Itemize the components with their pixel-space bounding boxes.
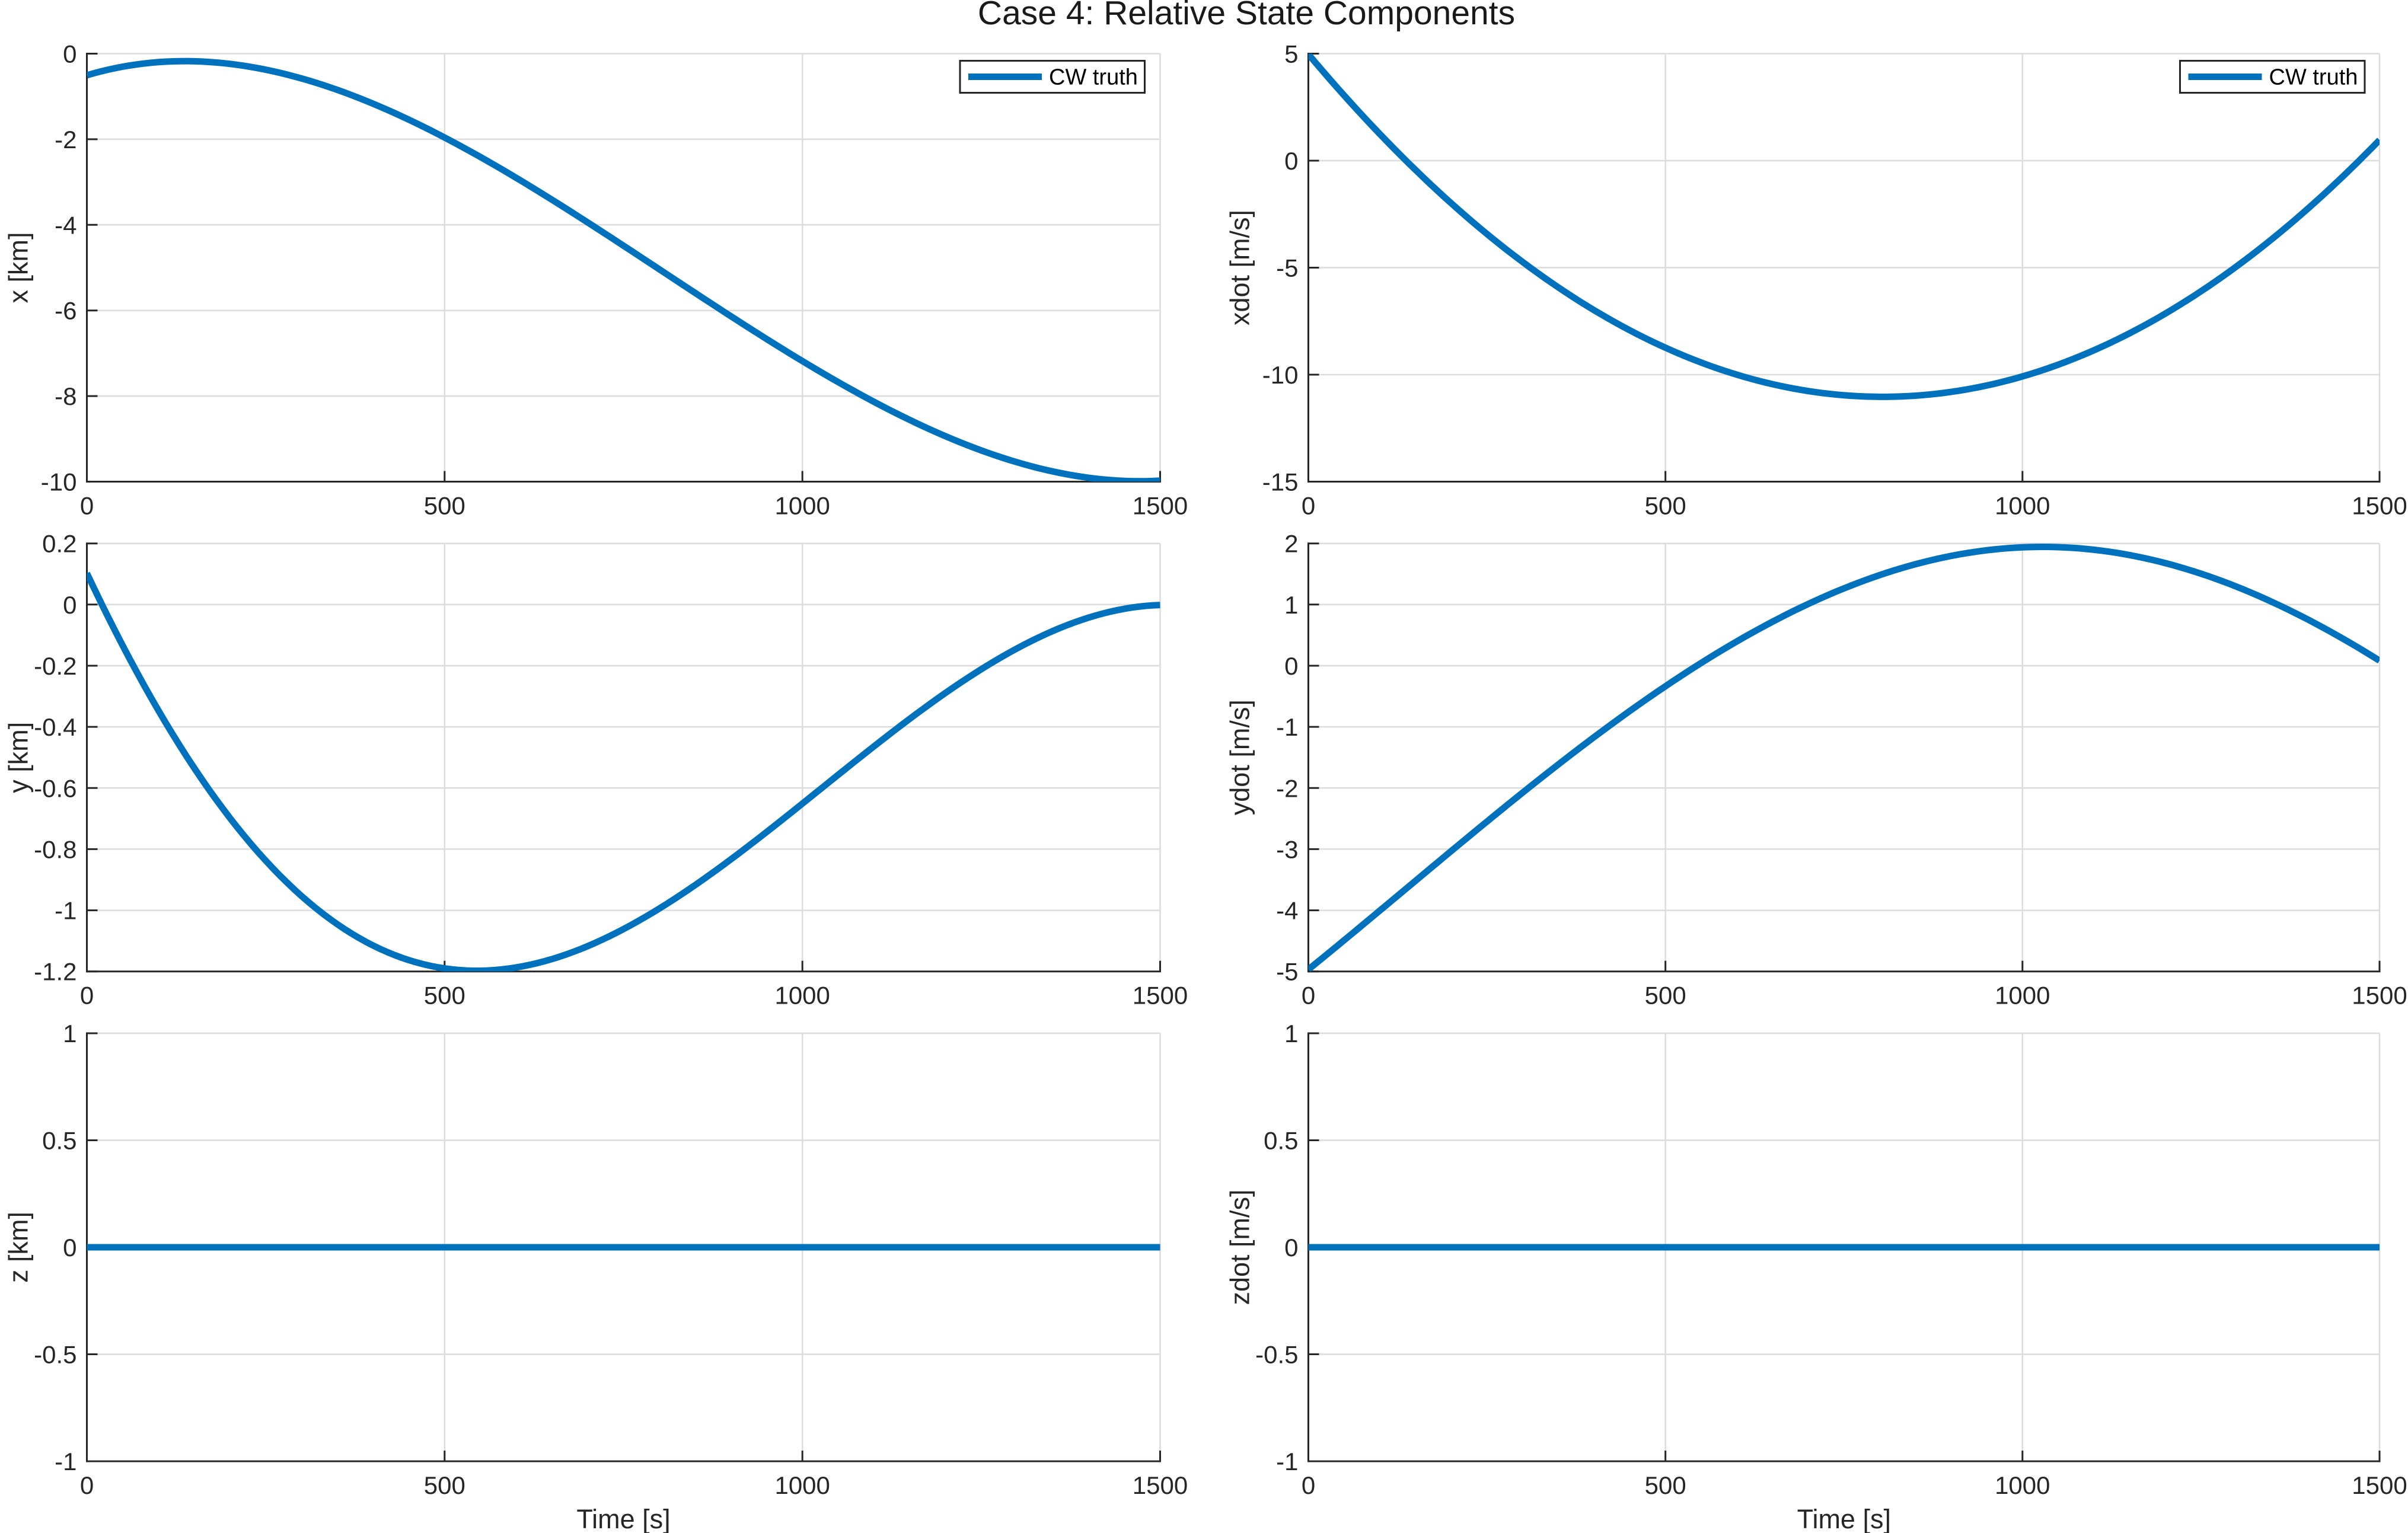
svg-text:1000: 1000: [774, 492, 830, 520]
svg-text:1000: 1000: [1995, 492, 2050, 520]
svg-text:0: 0: [1302, 982, 1315, 1010]
svg-text:Case 4: Relative State Compone: Case 4: Relative State Components: [978, 0, 1515, 32]
svg-text:-4: -4: [55, 211, 76, 239]
svg-text:-1.2: -1.2: [34, 958, 76, 986]
svg-text:1000: 1000: [774, 1471, 830, 1499]
svg-text:y [km]: y [km]: [4, 722, 34, 793]
svg-text:0: 0: [63, 1234, 76, 1261]
svg-text:1500: 1500: [2352, 492, 2407, 520]
svg-text:-3: -3: [1276, 835, 1298, 863]
svg-text:ydot [m/s]: ydot [m/s]: [1225, 700, 1255, 815]
svg-text:0: 0: [1284, 652, 1298, 680]
svg-text:1500: 1500: [1133, 1471, 1188, 1499]
svg-text:Time [s]: Time [s]: [576, 1504, 670, 1533]
svg-text:-6: -6: [55, 297, 76, 325]
svg-text:1: 1: [1284, 591, 1298, 619]
svg-text:-5: -5: [1276, 254, 1298, 282]
svg-text:0: 0: [1284, 1234, 1298, 1261]
svg-text:1500: 1500: [1133, 492, 1188, 520]
svg-text:Time [s]: Time [s]: [1797, 1504, 1891, 1533]
svg-text:0.5: 0.5: [42, 1127, 76, 1155]
svg-text:0.5: 0.5: [1264, 1127, 1298, 1155]
svg-text:-0.6: -0.6: [34, 774, 76, 802]
svg-text:-2: -2: [55, 126, 76, 154]
svg-text:0: 0: [1302, 1471, 1315, 1499]
svg-text:500: 500: [1645, 492, 1686, 520]
svg-text:-0.2: -0.2: [34, 652, 76, 680]
svg-text:-0.8: -0.8: [34, 835, 76, 863]
svg-text:-2: -2: [1276, 774, 1298, 802]
svg-text:-1: -1: [55, 1448, 76, 1475]
svg-text:-8: -8: [55, 382, 76, 410]
svg-text:-15: -15: [1262, 468, 1299, 496]
svg-text:-10: -10: [41, 468, 77, 496]
svg-text:5: 5: [1284, 40, 1298, 68]
svg-text:-1: -1: [1276, 1448, 1298, 1475]
svg-text:z [km]: z [km]: [4, 1212, 34, 1283]
svg-text:500: 500: [1645, 982, 1686, 1010]
svg-text:-1: -1: [55, 897, 76, 925]
svg-text:0: 0: [63, 40, 76, 68]
svg-text:0: 0: [1302, 492, 1315, 520]
svg-text:-1: -1: [1276, 713, 1298, 741]
svg-text:-10: -10: [1262, 361, 1299, 389]
svg-text:500: 500: [424, 492, 465, 520]
svg-text:-0.4: -0.4: [34, 713, 76, 741]
svg-text:500: 500: [424, 1471, 465, 1499]
svg-text:-5: -5: [1276, 958, 1298, 986]
svg-text:1000: 1000: [1995, 1471, 2050, 1499]
svg-text:0.2: 0.2: [42, 530, 76, 558]
svg-text:0: 0: [80, 492, 94, 520]
svg-text:500: 500: [424, 982, 465, 1010]
svg-text:-4: -4: [1276, 897, 1298, 925]
svg-text:1: 1: [1284, 1020, 1298, 1047]
svg-text:CW truth: CW truth: [2269, 65, 2358, 90]
svg-text:1: 1: [63, 1020, 76, 1047]
svg-text:500: 500: [1645, 1471, 1686, 1499]
svg-text:1500: 1500: [1133, 982, 1188, 1010]
svg-text:-0.5: -0.5: [34, 1341, 76, 1369]
svg-text:1500: 1500: [2352, 1471, 2407, 1499]
svg-text:CW truth: CW truth: [1049, 65, 1138, 90]
svg-text:1000: 1000: [1995, 982, 2050, 1010]
svg-text:0: 0: [80, 1471, 94, 1499]
svg-text:-0.5: -0.5: [1255, 1341, 1298, 1369]
svg-text:1500: 1500: [2352, 982, 2407, 1010]
svg-text:0: 0: [80, 982, 94, 1010]
svg-text:zdot [m/s]: zdot [m/s]: [1225, 1189, 1255, 1305]
svg-text:1000: 1000: [774, 982, 830, 1010]
svg-text:0: 0: [63, 591, 76, 619]
svg-text:0: 0: [1284, 147, 1298, 175]
svg-text:x [km]: x [km]: [4, 232, 34, 304]
svg-text:2: 2: [1284, 530, 1298, 558]
svg-text:xdot [m/s]: xdot [m/s]: [1225, 210, 1255, 325]
